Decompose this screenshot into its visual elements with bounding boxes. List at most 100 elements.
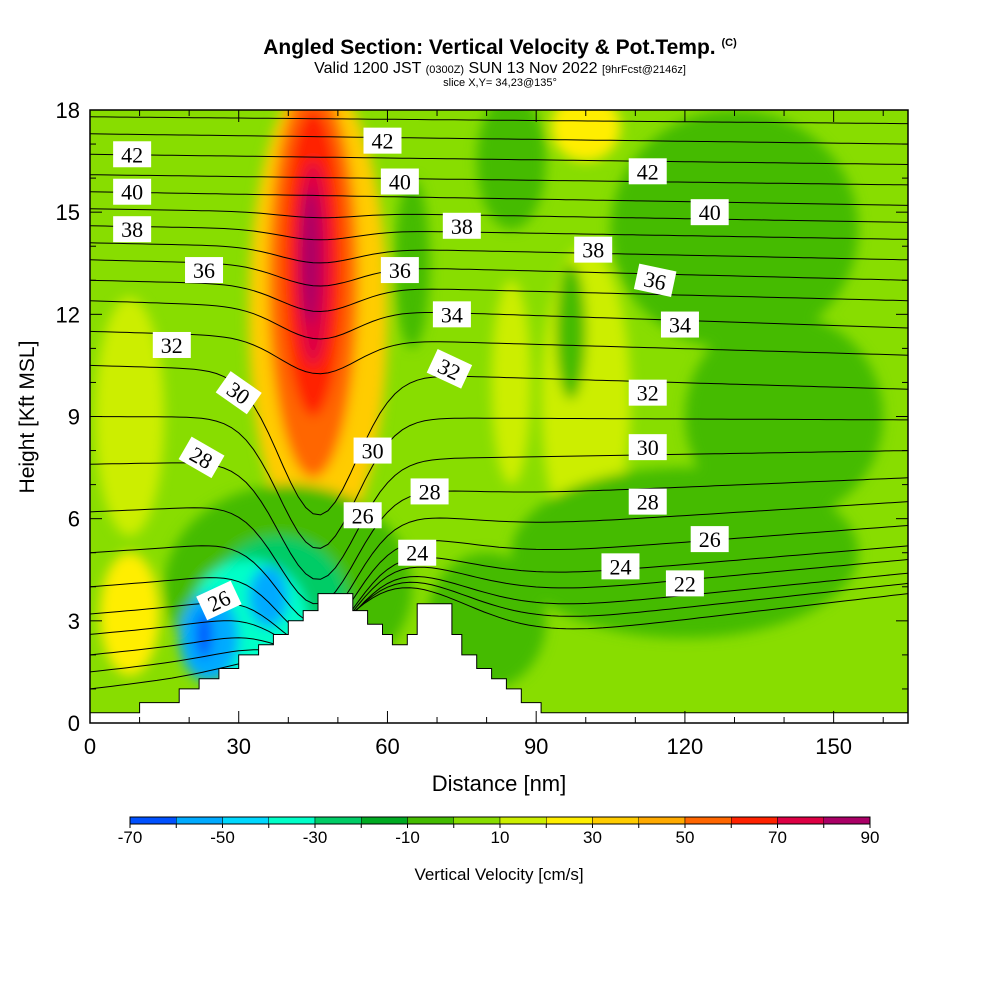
y-tick-label: 9 — [68, 405, 80, 430]
contour-label-box — [665, 570, 704, 597]
contour-label-16: 26 — [343, 502, 382, 529]
x-tick-label: 90 — [524, 734, 548, 759]
contour-label-box — [633, 263, 677, 297]
x-tick-label: 150 — [815, 734, 852, 759]
contour-label-box — [690, 526, 729, 553]
contour-label-box — [628, 158, 667, 185]
colorbar-tick-label: -10 — [395, 828, 420, 847]
contour-label-14: 30 — [353, 437, 392, 464]
isentrope-24 — [90, 572, 908, 656]
isentrope-33 — [90, 330, 908, 375]
isentrope-37 — [90, 242, 908, 264]
contour-label-box — [660, 311, 699, 338]
velocity-cell-9 — [491, 280, 532, 485]
contour-label-text: 30 — [637, 435, 659, 460]
colorbar-tick-label: -50 — [210, 828, 235, 847]
contour-label-27: 24 — [601, 553, 640, 580]
colorbar-tick-label: 10 — [491, 828, 510, 847]
contour-label-text: 34 — [441, 302, 463, 327]
x-tick-label: 120 — [667, 734, 704, 759]
contour-label-box — [152, 331, 191, 358]
colorbar-cell-9 — [546, 816, 593, 825]
colorbar-cell-11 — [638, 816, 686, 825]
velocity-cell-21 — [248, 566, 289, 628]
contour-label-text: 24 — [609, 554, 631, 579]
contour-label-10: 38 — [442, 212, 481, 239]
velocity-cell-4 — [301, 188, 320, 325]
contour-label-box — [432, 301, 471, 328]
contour-label-box — [113, 178, 152, 205]
contour-label-2: 38 — [113, 216, 152, 243]
contour-label-box — [574, 236, 613, 263]
y-tick-label: 12 — [56, 302, 80, 327]
contour-label-text: 26 — [699, 527, 721, 552]
isentrope-29 — [90, 477, 908, 605]
contour-label-text: 38 — [451, 214, 473, 239]
colorbar-cell-0 — [129, 816, 177, 825]
contour-label-box — [113, 141, 152, 168]
contour-label-12: 34 — [432, 301, 471, 328]
contour-label-text: 24 — [406, 541, 428, 566]
y-tick-label: 15 — [56, 200, 80, 225]
contour-label-text: 26 — [352, 503, 374, 528]
contour-label-text: 22 — [674, 571, 696, 596]
contour-label-text: 42 — [121, 142, 143, 167]
y-tick-label: 6 — [68, 507, 80, 532]
isentrope-30 — [90, 450, 908, 580]
contour-label-text: 42 — [637, 159, 659, 184]
velocity-cell-14 — [684, 314, 884, 519]
colorbar-cell-13 — [731, 816, 778, 825]
contour-label-11: 36 — [380, 257, 419, 284]
contour-label-1: 40 — [113, 178, 152, 205]
colorbar-cell-6 — [407, 816, 454, 825]
colorbar-tick-label: -30 — [303, 828, 328, 847]
velocity-cell-8 — [551, 110, 621, 162]
contour-label-22: 34 — [660, 311, 699, 338]
contour-label-21: 36 — [633, 263, 677, 297]
x-tick-label: 0 — [84, 734, 96, 759]
copyright-mark: (C) — [721, 37, 737, 49]
contour-label-text: 36 — [389, 258, 411, 283]
velocity-cell-13 — [610, 110, 859, 349]
colorbar-tick-label: 30 — [583, 828, 602, 847]
contour-label-box — [410, 478, 449, 505]
terrain — [90, 593, 908, 723]
contour-label-box — [628, 379, 667, 406]
contour-label-text: 40 — [121, 180, 143, 205]
contour-label-box — [442, 212, 481, 239]
y-tick-label: 18 — [56, 98, 80, 123]
colorbar-tick-label: 50 — [676, 828, 695, 847]
contour-label-9: 40 — [380, 168, 419, 195]
colorbar-cell-7 — [453, 816, 501, 825]
contour-label-box — [628, 434, 667, 461]
contour-label-25: 28 — [628, 488, 667, 515]
contour-label-text: 42 — [371, 129, 393, 154]
contour-label-text: 30 — [362, 439, 384, 464]
isentrope-31 — [90, 416, 908, 549]
isentrope-43 — [90, 133, 908, 145]
contour-label-text: 28 — [637, 490, 659, 515]
contour-label-23: 32 — [628, 379, 667, 406]
contour-label-text: 32 — [161, 333, 183, 358]
contour-label-text: 28 — [419, 479, 441, 504]
isentrope-41 — [90, 174, 908, 186]
isentrope-28 — [90, 501, 908, 624]
contour-label-15: 28 — [410, 478, 449, 505]
contour-label-28: 22 — [665, 570, 704, 597]
contour-label-24: 30 — [628, 434, 667, 461]
contour-label-text: 38 — [582, 238, 604, 263]
velocity-cell-6 — [99, 552, 160, 676]
colorbar-cell-8 — [499, 816, 547, 825]
colorbar-cell-2 — [222, 816, 269, 825]
contour-label-box — [690, 199, 729, 226]
contour-label-text: 38 — [121, 217, 143, 242]
contour-label-box — [380, 257, 419, 284]
colorbar-cell-12 — [684, 816, 732, 825]
isentrope-40 — [90, 191, 908, 206]
colorbar-cell-4 — [314, 816, 362, 825]
x-tick-label: 60 — [375, 734, 399, 759]
isentrope-34 — [90, 300, 908, 340]
contour-label-18: 42 — [628, 158, 667, 185]
colorbar-cell-5 — [361, 816, 408, 825]
isentrope-25 — [90, 559, 908, 648]
